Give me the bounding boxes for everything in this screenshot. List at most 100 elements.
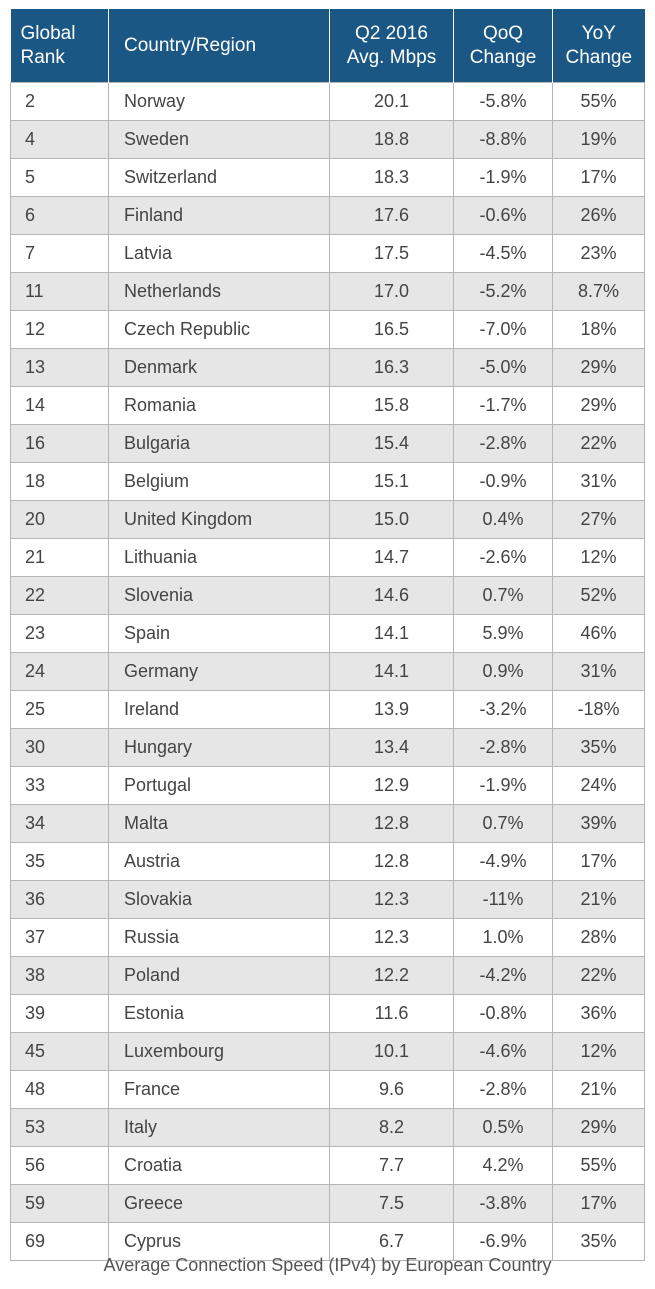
avg-mbps-cell: 7.5 xyxy=(329,1184,454,1223)
qoq-change-cell: 5.9% xyxy=(453,614,553,653)
yoy-change-cell: 31% xyxy=(552,652,645,691)
table-row: 14 Romania 15.8 -1.7% 29% xyxy=(10,386,645,425)
table-row: 2 Norway 20.1 -5.8% 55% xyxy=(10,82,645,121)
rank-cell: 38 xyxy=(10,956,109,995)
yoy-change-cell: 12% xyxy=(552,1032,645,1071)
qoq-change-cell: -1.9% xyxy=(453,158,553,197)
header-global-rank-line: Global xyxy=(20,22,76,44)
avg-mbps-cell: 12.2 xyxy=(329,956,454,995)
avg-mbps-cell: 6.7 xyxy=(329,1222,454,1261)
chart-title: Average Connection Speed (IPv4) by Europ… xyxy=(103,1255,552,1275)
country-cell: Portugal xyxy=(108,766,330,805)
country-cell: France xyxy=(108,1070,330,1109)
country-cell: Belgium xyxy=(108,462,330,501)
rank-cell: 33 xyxy=(10,766,109,805)
qoq-change-cell: -2.8% xyxy=(453,728,553,767)
avg-mbps-cell: 12.9 xyxy=(329,766,454,805)
avg-mbps-cell: 12.8 xyxy=(329,804,454,843)
table-row: 69 Cyprus 6.7 -6.9% 35% xyxy=(10,1222,645,1261)
country-cell: Poland xyxy=(108,956,330,995)
qoq-change-cell: -0.8% xyxy=(453,994,553,1033)
qoq-change-cell: -0.9% xyxy=(453,462,553,501)
table-row: 16 Bulgaria 15.4 -2.8% 22% xyxy=(10,424,645,463)
yoy-change-cell: 26% xyxy=(552,196,645,235)
avg-mbps-cell: 7.7 xyxy=(329,1146,454,1185)
table-row: 34 Malta 12.8 0.7% 39% xyxy=(10,804,645,843)
header-qoq-change-line: QoQ xyxy=(482,22,524,44)
country-cell: Luxembourg xyxy=(108,1032,330,1071)
rank-cell: 14 xyxy=(10,386,109,425)
country-cell: Sweden xyxy=(108,120,330,159)
rank-cell: 4 xyxy=(10,120,109,159)
yoy-change-cell: 23% xyxy=(552,234,645,273)
rank-cell: 6 xyxy=(10,196,109,235)
header-avg-mbps-line: Q2 2016 xyxy=(355,22,428,44)
qoq-change-cell: -11% xyxy=(453,880,553,919)
table-row: 33 Portugal 12.9 -1.9% 24% xyxy=(10,766,645,805)
yoy-change-cell: 19% xyxy=(552,120,645,159)
avg-mbps-cell: 13.4 xyxy=(329,728,454,767)
qoq-change-cell: 0.7% xyxy=(453,576,553,615)
rank-cell: 18 xyxy=(10,462,109,501)
yoy-change-cell: 35% xyxy=(552,728,645,767)
table-row: 37 Russia 12.3 1.0% 28% xyxy=(10,918,645,957)
yoy-change-cell: 39% xyxy=(552,804,645,843)
qoq-change-cell: 0.4% xyxy=(453,500,553,539)
country-cell: Slovakia xyxy=(108,880,330,919)
rank-cell: 7 xyxy=(10,234,109,273)
rank-cell: 13 xyxy=(10,348,109,387)
country-cell: Austria xyxy=(108,842,330,881)
table-row: 24 Germany 14.1 0.9% 31% xyxy=(10,652,645,691)
country-cell: Slovenia xyxy=(108,576,330,615)
header-avg-mbps: Q2 2016 Avg. Mbps xyxy=(329,9,454,83)
avg-mbps-cell: 18.3 xyxy=(329,158,454,197)
rank-cell: 20 xyxy=(10,500,109,539)
country-cell: Russia xyxy=(108,918,330,957)
qoq-change-cell: -2.8% xyxy=(453,424,553,463)
header-row: Global Rank Country/Region Q2 2016 Avg. Mbps… xyxy=(10,9,645,83)
country-cell: Switzerland xyxy=(108,158,330,197)
connection-speed-table: Global Rank Country/Region Q2 2016 Avg. Mbps… xyxy=(10,9,645,1261)
header-global-rank-line: Rank xyxy=(20,46,65,68)
country-cell: Greece xyxy=(108,1184,330,1223)
qoq-change-cell: -1.7% xyxy=(453,386,553,425)
avg-mbps-cell: 12.8 xyxy=(329,842,454,881)
qoq-change-cell: -0.6% xyxy=(453,196,553,235)
avg-mbps-cell: 14.7 xyxy=(329,538,454,577)
country-cell: Finland xyxy=(108,196,330,235)
rank-cell: 39 xyxy=(10,994,109,1033)
yoy-change-cell: 28% xyxy=(552,918,645,957)
table-row: 59 Greece 7.5 -3.8% 17% xyxy=(10,1184,645,1223)
table-row: 7 Latvia 17.5 -4.5% 23% xyxy=(10,234,645,273)
table-row: 38 Poland 12.2 -4.2% 22% xyxy=(10,956,645,995)
table-row: 12 Czech Republic 16.5 -7.0% 18% xyxy=(10,310,645,349)
qoq-change-cell: -5.8% xyxy=(453,82,553,121)
table-row: 35 Austria 12.8 -4.9% 17% xyxy=(10,842,645,881)
table-row: 6 Finland 17.6 -0.6% 26% xyxy=(10,196,645,235)
qoq-change-cell: -7.0% xyxy=(453,310,553,349)
yoy-change-cell: 29% xyxy=(552,348,645,387)
yoy-change-cell: 35% xyxy=(552,1222,645,1261)
qoq-change-cell: -1.9% xyxy=(453,766,553,805)
table-row: 23 Spain 14.1 5.9% 46% xyxy=(10,614,645,653)
country-cell: Czech Republic xyxy=(108,310,330,349)
country-cell: Ireland xyxy=(108,690,330,729)
country-cell: Estonia xyxy=(108,994,330,1033)
rank-cell: 2 xyxy=(10,82,109,121)
country-cell: Norway xyxy=(108,82,330,121)
header-yoy-change: YoY Change xyxy=(552,9,645,83)
table-row: 11 Netherlands 17.0 -5.2% 8.7% xyxy=(10,272,645,311)
table-row: 22 Slovenia 14.6 0.7% 52% xyxy=(10,576,645,615)
avg-mbps-cell: 18.8 xyxy=(329,120,454,159)
header-country-region-line: Country/Region xyxy=(124,34,257,56)
yoy-change-cell: 55% xyxy=(552,1146,645,1185)
table-row: 13 Denmark 16.3 -5.0% 29% xyxy=(10,348,645,387)
avg-mbps-cell: 10.1 xyxy=(329,1032,454,1071)
yoy-change-cell: 12% xyxy=(552,538,645,577)
qoq-change-cell: -4.6% xyxy=(453,1032,553,1071)
avg-mbps-cell: 15.8 xyxy=(329,386,454,425)
header-global-rank: Global Rank xyxy=(10,9,109,83)
avg-mbps-cell: 17.5 xyxy=(329,234,454,273)
yoy-change-cell: 24% xyxy=(552,766,645,805)
table-row: 45 Luxembourg 10.1 -4.6% 12% xyxy=(10,1032,645,1071)
